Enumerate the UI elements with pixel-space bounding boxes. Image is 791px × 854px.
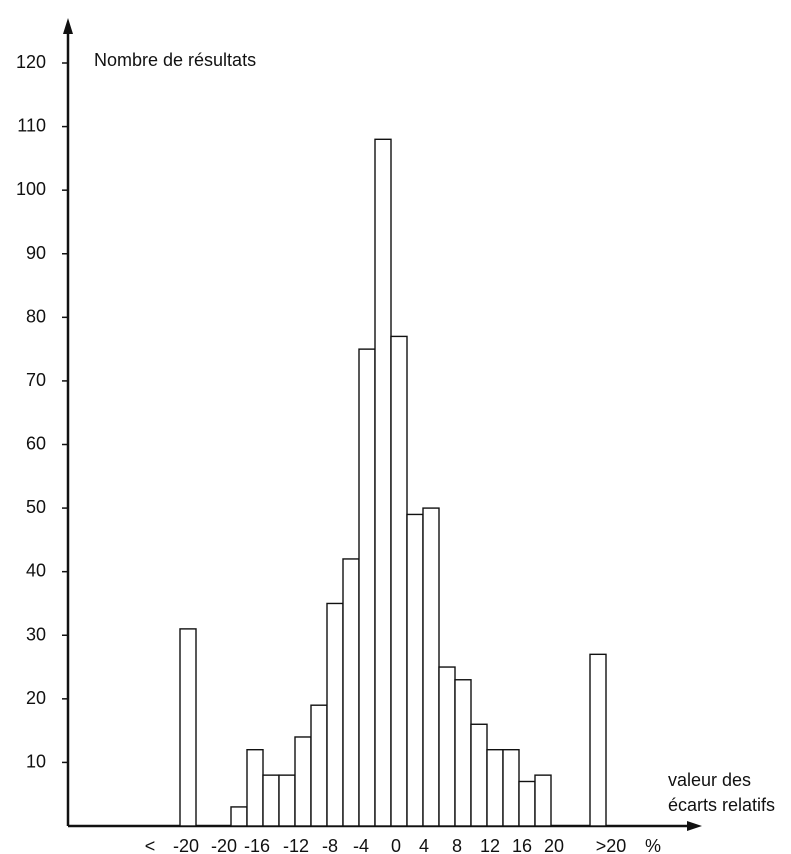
y-tick-label: 110	[17, 116, 46, 136]
histogram-bar	[470, 723, 488, 827]
y-axis-label: Nombre de résultats	[94, 50, 256, 70]
histogram-bar	[454, 679, 472, 827]
histogram-bar	[406, 513, 424, 827]
histogram-bar	[534, 774, 552, 827]
y-tick-label: 100	[16, 179, 46, 199]
x-tick-label: -20	[211, 836, 237, 854]
x-axis-label-line-1: valeur des	[668, 770, 751, 790]
histogram-bar	[502, 749, 520, 827]
histogram-bar	[374, 138, 392, 827]
histogram-bar	[422, 507, 440, 827]
histogram-bar	[294, 736, 312, 827]
histogram-bar	[438, 666, 456, 827]
x-tick-label: -20	[173, 836, 199, 854]
x-tick-label: -12	[283, 836, 309, 854]
y-tick-label: 60	[26, 434, 46, 454]
x-tick-label: -4	[353, 836, 369, 854]
histogram-bar	[230, 806, 248, 827]
histogram-bar	[278, 774, 296, 827]
histogram-bar	[246, 749, 264, 827]
y-tick-label: 20	[26, 688, 46, 708]
histogram-bar	[262, 774, 280, 827]
y-tick-label: 90	[26, 243, 46, 263]
bars-layer	[179, 138, 607, 827]
y-tick-label: 50	[26, 497, 46, 517]
y-axis-arrowhead	[63, 18, 73, 34]
histogram-bar	[486, 749, 504, 827]
y-tick-label: 80	[26, 306, 46, 326]
histogram-bar	[310, 704, 328, 827]
x-tick-label: 12	[480, 836, 500, 854]
histogram-bar	[326, 602, 344, 827]
y-tick-label: 40	[26, 561, 46, 581]
histogram-bar	[179, 628, 197, 827]
x-axis-label-line-2: écarts relatifs	[668, 795, 775, 815]
y-tick-label: 30	[26, 624, 46, 644]
x-tick-label: -8	[322, 836, 338, 854]
x-axis-arrowhead	[687, 821, 702, 831]
x-tick-label: 8	[452, 836, 462, 854]
histogram-bar	[342, 558, 360, 827]
x-tick-label: >20	[596, 836, 627, 854]
x-tick-label: 4	[419, 836, 429, 854]
x-axis-unit: %	[645, 836, 661, 854]
x-tick-label: 20	[544, 836, 564, 854]
histogram-bar	[358, 348, 376, 827]
histogram-bar	[589, 653, 607, 827]
x-tick-label: 0	[391, 836, 401, 854]
x-tick-label: <	[145, 836, 156, 854]
y-tick-label: 120	[16, 52, 46, 72]
histogram-bar	[518, 780, 536, 827]
x-tick-label: 16	[512, 836, 532, 854]
histogram-bar	[390, 335, 408, 827]
x-tick-label: -16	[244, 836, 270, 854]
y-tick-label: 10	[26, 751, 46, 771]
y-tick-label: 70	[26, 370, 46, 390]
